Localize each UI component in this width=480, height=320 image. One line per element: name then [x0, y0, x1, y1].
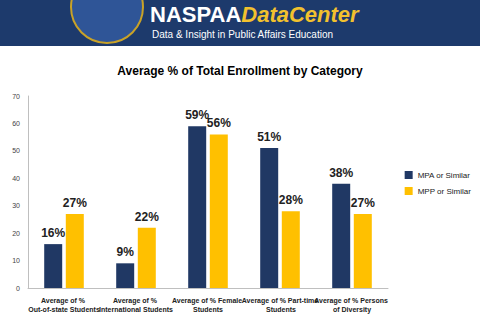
svg-text:50: 50 — [12, 147, 20, 154]
svg-text:20: 20 — [12, 230, 20, 237]
svg-text:60: 60 — [12, 120, 20, 127]
svg-text:38%: 38% — [329, 166, 353, 180]
svg-text:70: 70 — [12, 93, 20, 100]
svg-text:Average of %: Average of % — [113, 297, 159, 305]
svg-text:27%: 27% — [351, 196, 375, 210]
svg-text:16%: 16% — [41, 226, 65, 240]
svg-text:Average of % Female: Average of % Female — [172, 297, 244, 305]
svg-text:of Diversity: of Diversity — [333, 306, 371, 314]
svg-text:Average of % Persons: Average of % Persons — [314, 297, 390, 305]
svg-text:27%: 27% — [63, 196, 87, 210]
svg-text:51%: 51% — [257, 130, 281, 144]
svg-text:10: 10 — [12, 257, 20, 264]
svg-text:MPP or Similar: MPP or Similar — [418, 187, 472, 196]
svg-text:MPA or Similar: MPA or Similar — [418, 171, 471, 180]
svg-text:22%: 22% — [135, 210, 159, 224]
svg-text:Average of %: Average of % — [41, 297, 87, 305]
svg-text:56%: 56% — [207, 116, 231, 130]
svg-text:9%: 9% — [117, 245, 135, 259]
svg-text:28%: 28% — [279, 193, 303, 207]
svg-text:Students: Students — [264, 306, 296, 313]
html-text:NASPAA DataCenter: NASPAA DataCenter — [150, 2, 359, 27]
svg-text:International Students: International Students — [99, 306, 173, 313]
svg-text:Average of % Part-time: Average of % Part-time — [242, 297, 318, 305]
svg-text:59%: 59% — [185, 108, 210, 123]
svg-text:30: 30 — [12, 202, 20, 209]
svg-text:Average % of Total Enrollment: Average % of Total Enrollment by Categor… — [117, 64, 363, 78]
svg-text:40: 40 — [12, 175, 20, 182]
svg-text:0: 0 — [16, 285, 20, 292]
svg-text:Out-of-state Students: Out-of-state Students — [28, 306, 100, 313]
html-text:Data & Insight in Public Affai: Data & Insight in Public Affairs Educati… — [152, 29, 333, 40]
svg-text:Students: Students — [193, 306, 223, 313]
